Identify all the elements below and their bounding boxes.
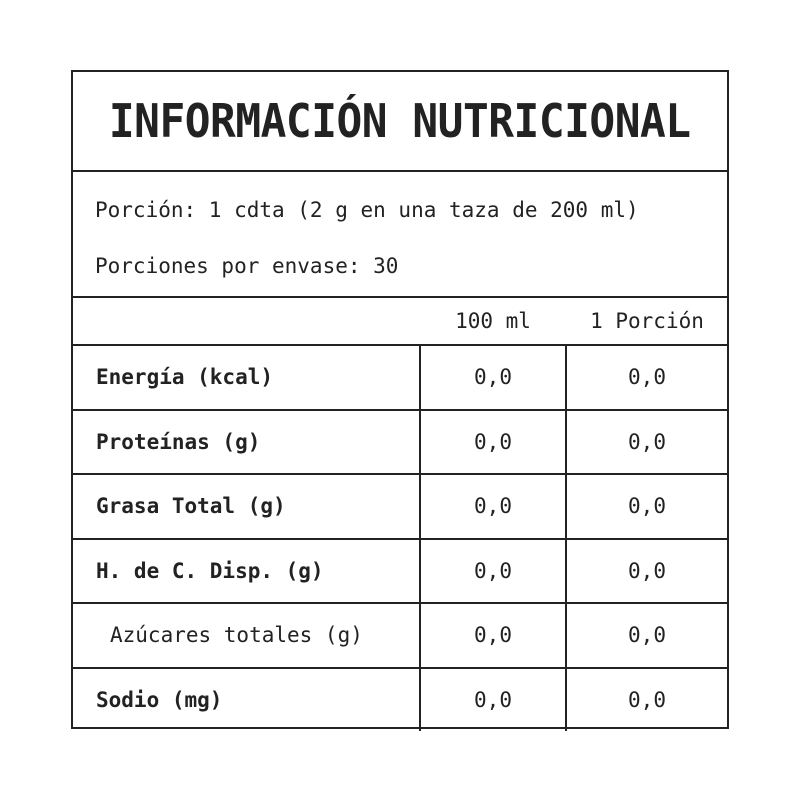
- value-per-serving: 0,0: [628, 494, 666, 519]
- nutrient-table: Energía (kcal) 0,0 0,0 Proteínas (g) 0,0…: [73, 344, 727, 731]
- value-per-100ml: 0,0: [421, 475, 567, 538]
- nutrient-name: Sodio (mg): [73, 668, 421, 731]
- nutrient-name: Proteínas (g): [73, 410, 421, 473]
- value-per-100ml: 0,0: [421, 539, 567, 602]
- table-row: Sodio (mg) 0,0 0,0: [73, 668, 727, 731]
- table-row: Energía (kcal) 0,0 0,0: [73, 346, 727, 411]
- label-title: INFORMACIÓN NUTRICIONAL: [109, 94, 691, 148]
- table-row: Proteínas (g) 0,0 0,0: [73, 410, 727, 475]
- value-per-serving: 0,0: [628, 623, 666, 648]
- servings-per-container: Porciones por envase: 30: [95, 254, 399, 278]
- title-box: INFORMACIÓN NUTRICIONAL: [73, 72, 727, 172]
- table-row: H. de C. Disp. (g) 0,0 0,0: [73, 539, 727, 604]
- value-per-serving: 0,0: [628, 687, 666, 712]
- value-per-100ml: 0,0: [421, 604, 567, 667]
- column-header-serving: 1 Porción: [590, 309, 704, 333]
- value-per-100ml: 0,0: [421, 410, 567, 473]
- nutrient-name-sub: Azúcares totales (g): [73, 604, 421, 667]
- value-per-serving: 0,0: [628, 365, 666, 390]
- value-per-serving: 0,0: [628, 429, 666, 454]
- column-header-100ml: 100 ml: [455, 309, 531, 333]
- table-row: Grasa Total (g) 0,0 0,0: [73, 475, 727, 540]
- nutrition-facts-panel: INFORMACIÓN NUTRICIONAL Porción: 1 cdta …: [71, 70, 729, 731]
- value-per-100ml: 0,0: [421, 346, 567, 409]
- value-per-100ml: 0,0: [421, 668, 567, 731]
- value-per-serving: 0,0: [628, 558, 666, 583]
- serving-size: Porción: 1 cdta (2 g en una taza de 200 …: [95, 198, 639, 222]
- nutrient-name: H. de C. Disp. (g): [73, 539, 421, 602]
- nutrient-name: Grasa Total (g): [73, 475, 421, 538]
- table-row: Azúcares totales (g) 0,0 0,0: [73, 604, 727, 669]
- nutrient-name: Energía (kcal): [73, 346, 421, 409]
- serving-info: Porción: 1 cdta (2 g en una taza de 200 …: [73, 172, 727, 298]
